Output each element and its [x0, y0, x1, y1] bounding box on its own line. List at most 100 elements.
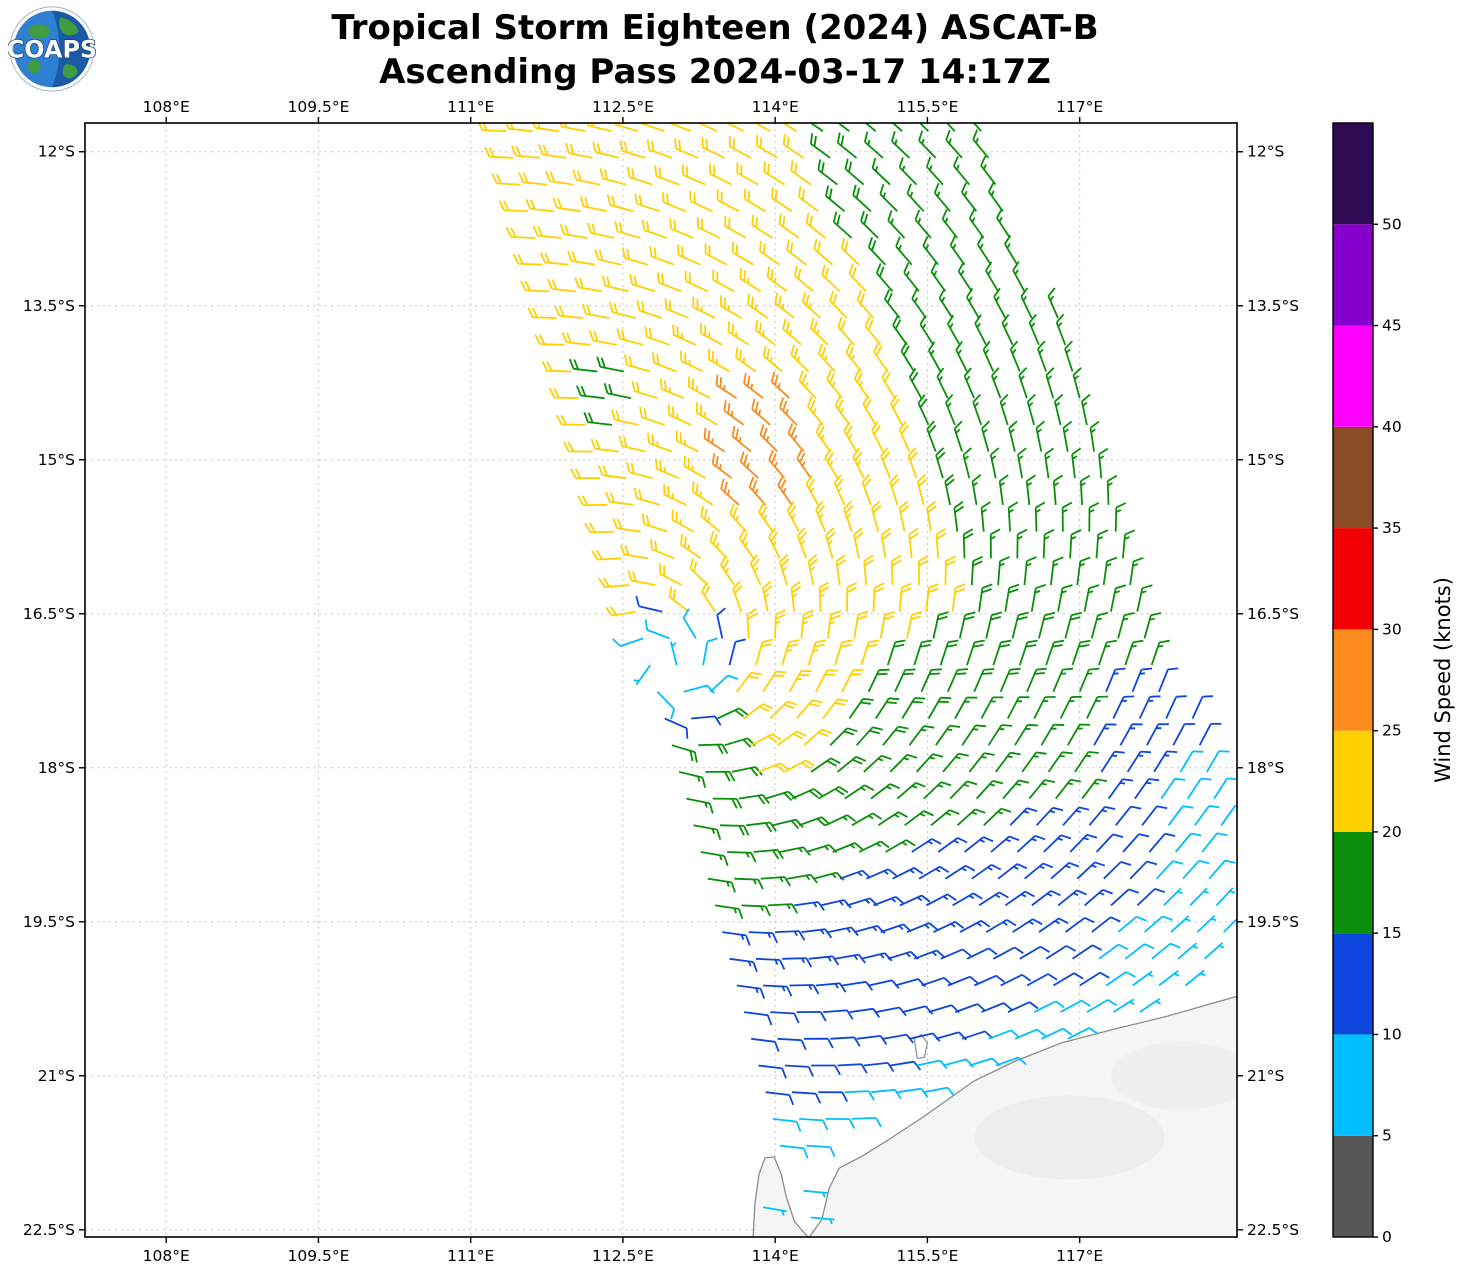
wind-barb: [829, 727, 858, 746]
colorbar-bin: [1333, 730, 1373, 832]
wind-barb: [901, 697, 926, 719]
wind-barb: [1143, 612, 1162, 639]
wind-barb: [707, 348, 730, 373]
wind-barb: [1026, 973, 1058, 987]
x-tick-label-top: 108°E: [143, 98, 190, 116]
wind-barb: [923, 781, 952, 800]
wind-barb: [511, 145, 540, 159]
x-tick-label-bottom: 115.5°E: [896, 1247, 958, 1264]
x-tick-label-top: 112.5°E: [592, 98, 654, 116]
wind-barb: [825, 1118, 856, 1129]
axis-labels: 108°E 108°E 109.5°E 109.5°E 111°E 111°E 112.5°…: [23, 98, 1299, 1264]
wind-barb: [937, 837, 968, 853]
wind-barb: [762, 670, 787, 693]
coastline: [752, 995, 1237, 1237]
wind-barb: [750, 733, 782, 746]
wind-barb: [947, 314, 961, 346]
wind-barb: [813, 238, 834, 266]
wind-barb: [997, 863, 1028, 880]
wind-barb: [743, 372, 764, 399]
wind-barb: [987, 724, 1013, 746]
wind-barb: [832, 842, 864, 853]
wind-barb: [871, 157, 891, 186]
wind-barb: [644, 326, 670, 346]
logo-continent-2: [59, 17, 79, 36]
wind-barb: [989, 447, 1000, 479]
wind-barb: [788, 670, 812, 693]
wind-barb: [935, 447, 946, 479]
wind-barb: [1126, 750, 1152, 773]
wind-barb: [663, 484, 687, 506]
wind-barb: [980, 501, 991, 532]
wind-barb: [609, 301, 637, 319]
wind-barb: [926, 500, 937, 532]
wind-barb: [603, 382, 632, 400]
wind-barb: [927, 696, 952, 719]
wind-barb: [779, 554, 790, 586]
wind-barb: [1020, 287, 1033, 319]
wind-barb: [629, 273, 656, 293]
wind-barb: [646, 139, 673, 159]
wind-barb: [808, 955, 840, 966]
wind-barb: [719, 295, 742, 319]
wind-barb: [1052, 474, 1064, 505]
wind-barb: [641, 219, 668, 239]
wind-barb: [587, 222, 615, 239]
wind-barb: [691, 481, 714, 506]
wind-barb: [904, 810, 934, 827]
wind-barb: [633, 664, 652, 686]
wind-barb: [897, 1087, 929, 1098]
x-tick-label-top: 111°E: [447, 98, 494, 116]
wind-barb: [996, 208, 1011, 239]
wind-barb: [693, 824, 722, 840]
wind-barb: [918, 130, 937, 159]
wind-barb: [675, 430, 699, 453]
wind-barb: [858, 840, 890, 853]
wind-barb: [1071, 639, 1091, 666]
wind-barb: [1158, 970, 1180, 987]
wind-barb: [978, 583, 993, 612]
wind-barb: [670, 641, 678, 666]
colorbar-tick-label: 35: [1382, 519, 1402, 537]
wind-barb: [552, 197, 581, 213]
wind-barb: [707, 877, 736, 893]
wind-barb: [938, 288, 954, 319]
colorbar-tick-label: 15: [1382, 924, 1402, 942]
wind-barb: [1007, 501, 1019, 532]
wind-barb: [1141, 805, 1168, 826]
wind-barb: [1215, 887, 1236, 907]
wind-barb: [1163, 887, 1183, 907]
wind-barb: [992, 639, 1012, 666]
y-tick-label-left: 22.5°S: [23, 1221, 75, 1239]
wind-barb: [1009, 807, 1038, 826]
wind-barb: [991, 367, 1002, 399]
wind-barb: [918, 865, 950, 880]
wind-barb: [1038, 917, 1069, 933]
wind-barb: [1139, 997, 1161, 1013]
wind-barb: [612, 637, 644, 647]
wind-barb: [966, 287, 980, 319]
wind-barb: [781, 639, 800, 666]
wind-barb: [1136, 888, 1166, 907]
wind-barb: [636, 300, 663, 319]
wind-barb: [1067, 723, 1091, 746]
wind-barb: [624, 354, 651, 373]
wind-barb: [1198, 722, 1222, 746]
wind-barb: [1028, 779, 1056, 800]
wind-barb: [848, 263, 867, 293]
wind-barb: [806, 844, 838, 854]
wind-barb: [856, 289, 874, 319]
wind-barb: [796, 527, 808, 559]
wind-barb: [829, 290, 848, 319]
land-barrow-island: [913, 1033, 929, 1059]
wind-barb: [763, 984, 793, 997]
wind-barb: [538, 144, 567, 159]
wind-barb: [700, 506, 721, 533]
wind-barb: [864, 131, 884, 159]
wind-barb: [583, 411, 613, 426]
wind-barb: [846, 897, 879, 907]
wind-barb: [1076, 556, 1091, 586]
wind-barb: [980, 696, 1004, 719]
wind-barb: [1034, 501, 1046, 532]
wind-barb: [1014, 1028, 1046, 1040]
